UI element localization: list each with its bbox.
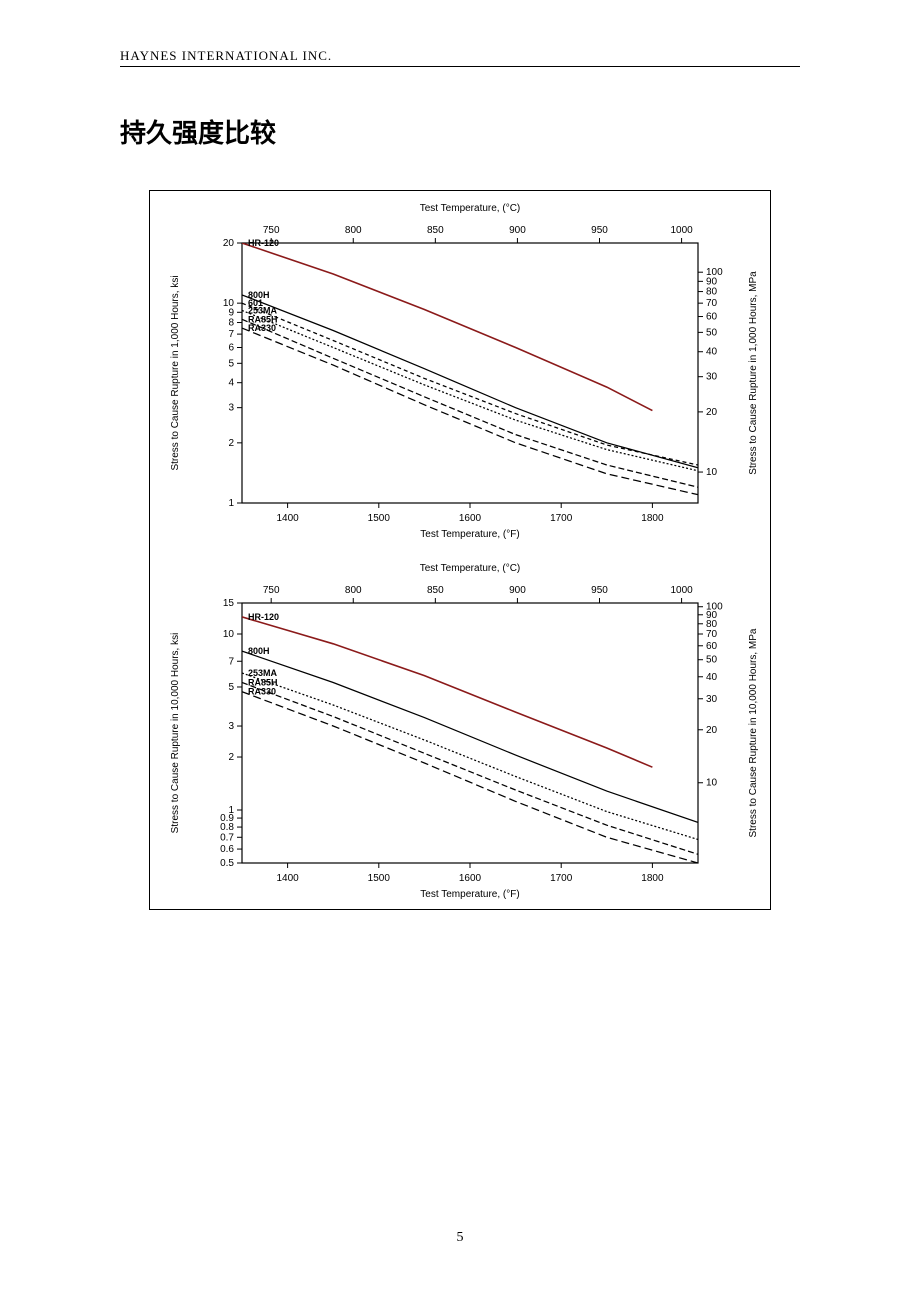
svg-text:4: 4 bbox=[228, 378, 234, 389]
svg-text:1600: 1600 bbox=[459, 513, 482, 524]
svg-text:60: 60 bbox=[706, 312, 718, 323]
svg-text:3: 3 bbox=[228, 403, 234, 414]
svg-text:3: 3 bbox=[228, 721, 234, 732]
svg-text:10: 10 bbox=[706, 467, 718, 478]
svg-text:100: 100 bbox=[706, 267, 723, 278]
svg-text:10: 10 bbox=[706, 778, 718, 789]
page-number: 5 bbox=[0, 1230, 920, 1246]
svg-text:800: 800 bbox=[345, 585, 362, 596]
chart-panel-top: Test Temperature, (°C)750800850900950100… bbox=[150, 191, 772, 551]
svg-text:850: 850 bbox=[427, 225, 444, 236]
svg-text:HR-120: HR-120 bbox=[248, 238, 279, 248]
svg-text:1: 1 bbox=[228, 805, 234, 816]
svg-text:Stress to Cause Rupture in 1,0: Stress to Cause Rupture in 1,000 Hours, … bbox=[748, 271, 759, 475]
figure-box: Test Temperature, (°C)750800850900950100… bbox=[149, 190, 771, 910]
svg-text:1700: 1700 bbox=[550, 513, 573, 524]
svg-text:Test Temperature, (°C): Test Temperature, (°C) bbox=[420, 563, 521, 574]
page-header: HAYNES INTERNATIONAL INC. bbox=[120, 48, 800, 67]
svg-text:40: 40 bbox=[706, 347, 718, 358]
svg-text:2: 2 bbox=[228, 752, 234, 763]
svg-text:10: 10 bbox=[223, 629, 235, 640]
svg-text:100: 100 bbox=[706, 602, 723, 613]
svg-text:750: 750 bbox=[263, 225, 280, 236]
svg-text:50: 50 bbox=[706, 327, 718, 338]
svg-text:0.7: 0.7 bbox=[220, 832, 234, 843]
svg-text:60: 60 bbox=[706, 641, 718, 652]
svg-text:1500: 1500 bbox=[368, 873, 391, 884]
svg-text:70: 70 bbox=[706, 629, 718, 640]
svg-text:20: 20 bbox=[706, 407, 718, 418]
svg-text:750: 750 bbox=[263, 585, 280, 596]
svg-text:5: 5 bbox=[228, 682, 234, 693]
svg-text:40: 40 bbox=[706, 672, 718, 683]
svg-text:1000: 1000 bbox=[670, 225, 693, 236]
svg-text:1600: 1600 bbox=[459, 873, 482, 884]
svg-text:Stress to Cause Rupture in 10,: Stress to Cause Rupture in 10,000 Hours,… bbox=[748, 628, 759, 837]
svg-text:1700: 1700 bbox=[550, 873, 573, 884]
page-title: 持久强度比较 bbox=[120, 113, 800, 150]
svg-text:1400: 1400 bbox=[276, 873, 299, 884]
svg-text:7: 7 bbox=[228, 656, 234, 667]
svg-text:Test Temperature, (°F): Test Temperature, (°F) bbox=[420, 889, 519, 900]
svg-text:850: 850 bbox=[427, 585, 444, 596]
svg-text:1000: 1000 bbox=[670, 585, 693, 596]
svg-text:900: 900 bbox=[509, 585, 526, 596]
svg-text:Test Temperature, (°C): Test Temperature, (°C) bbox=[420, 203, 521, 214]
chart-panel-bottom: Test Temperature, (°C)750800850900950100… bbox=[150, 551, 772, 911]
svg-text:Stress to Cause Rupture in 1,0: Stress to Cause Rupture in 1,000 Hours, … bbox=[170, 275, 181, 470]
header-rule bbox=[120, 66, 800, 67]
svg-text:Test Temperature, (°F): Test Temperature, (°F) bbox=[420, 529, 519, 540]
svg-text:20: 20 bbox=[706, 725, 718, 736]
svg-text:70: 70 bbox=[706, 298, 718, 309]
svg-text:800H: 800H bbox=[248, 646, 270, 656]
svg-text:RA330: RA330 bbox=[248, 323, 276, 333]
svg-text:50: 50 bbox=[706, 655, 718, 666]
svg-text:15: 15 bbox=[223, 598, 235, 609]
header-company: HAYNES INTERNATIONAL INC. bbox=[120, 48, 800, 64]
svg-text:10: 10 bbox=[223, 298, 235, 309]
svg-text:1: 1 bbox=[228, 498, 234, 509]
svg-text:0.5: 0.5 bbox=[220, 858, 234, 869]
svg-text:30: 30 bbox=[706, 694, 718, 705]
svg-text:1500: 1500 bbox=[368, 513, 391, 524]
svg-text:800: 800 bbox=[345, 225, 362, 236]
svg-text:1400: 1400 bbox=[276, 513, 299, 524]
svg-text:950: 950 bbox=[591, 585, 608, 596]
svg-text:20: 20 bbox=[223, 238, 235, 249]
svg-text:RA330: RA330 bbox=[248, 687, 276, 697]
svg-text:30: 30 bbox=[706, 372, 718, 383]
svg-text:HR-120: HR-120 bbox=[248, 612, 279, 622]
svg-text:1800: 1800 bbox=[641, 873, 664, 884]
svg-text:80: 80 bbox=[706, 287, 718, 298]
svg-text:6: 6 bbox=[228, 342, 234, 353]
svg-text:2: 2 bbox=[228, 438, 234, 449]
svg-text:8: 8 bbox=[228, 318, 234, 329]
svg-text:Stress to Cause Rupture in 10,: Stress to Cause Rupture in 10,000 Hours,… bbox=[170, 633, 181, 834]
svg-text:5: 5 bbox=[228, 358, 234, 369]
svg-text:950: 950 bbox=[591, 225, 608, 236]
svg-text:1800: 1800 bbox=[641, 513, 664, 524]
svg-text:900: 900 bbox=[509, 225, 526, 236]
svg-text:0.6: 0.6 bbox=[220, 844, 234, 855]
svg-text:7: 7 bbox=[228, 329, 234, 340]
